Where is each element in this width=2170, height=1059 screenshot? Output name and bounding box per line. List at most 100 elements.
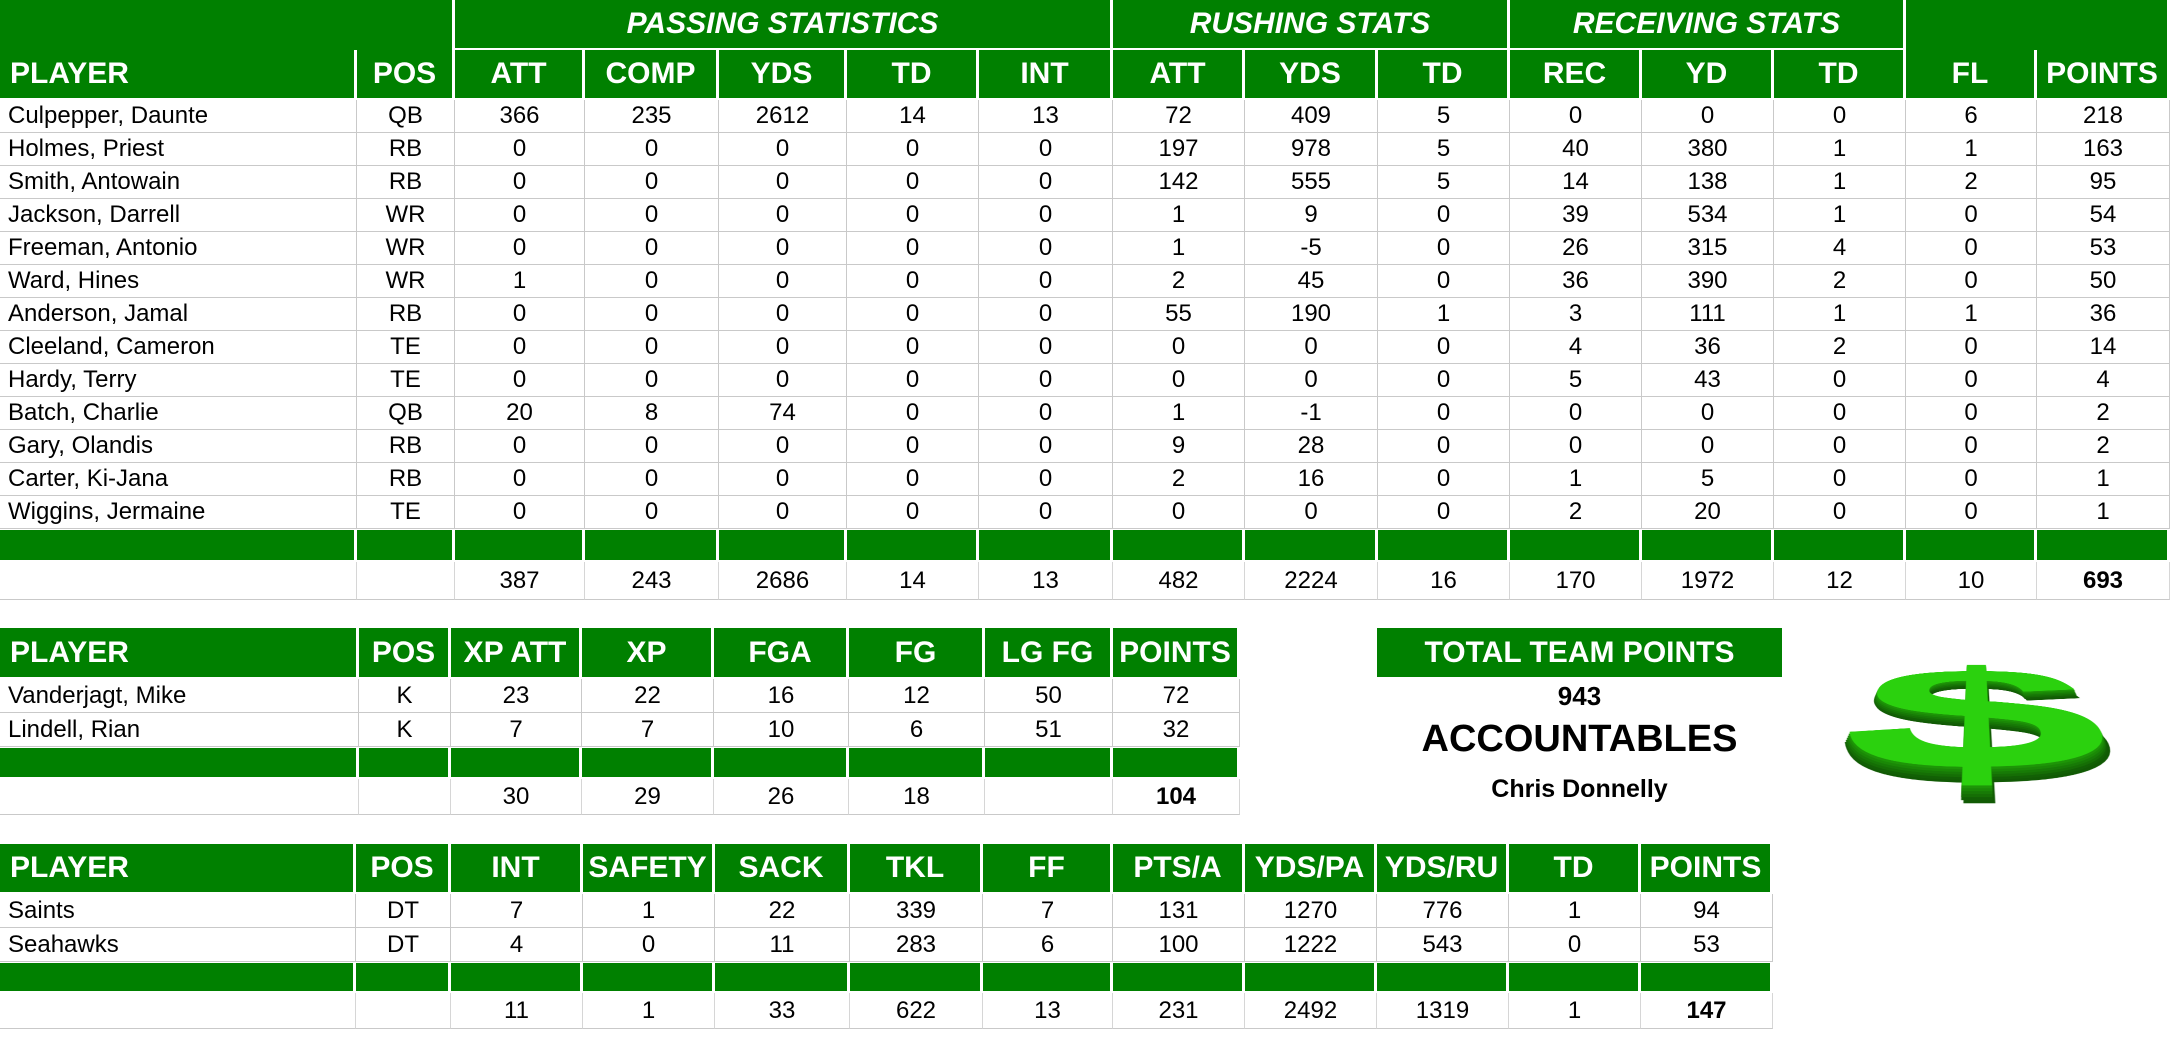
stat-cell: 2 xyxy=(1774,331,1906,364)
stat-cell: 0 xyxy=(847,133,979,166)
column-header: TKL xyxy=(850,844,980,892)
merged-header-cell xyxy=(1906,0,2167,48)
stat-cell: 0 xyxy=(1774,397,1906,430)
table-row: Culpepper, Daunte QB 366 235 2612 14 13 72 409 5 0… xyxy=(0,100,2170,133)
separator-band-cell xyxy=(1509,963,1638,991)
table-row: Wiggins, Jermaine TE 0 0 0 0 0 0 0 0 2 20 0 0 1 xyxy=(0,496,2170,529)
stat-cell: 0 xyxy=(1906,232,2037,265)
column-header: TD xyxy=(847,50,976,98)
stat-cell: 100 xyxy=(1113,928,1245,962)
stat-cell: 0 xyxy=(455,430,585,463)
stat-cell: 0 xyxy=(585,232,719,265)
stat-cell: 23 xyxy=(451,679,582,713)
totals-row: 11 1 33 622 13 231 2492 1319 1 147 xyxy=(0,993,1773,1029)
stat-cell: QB xyxy=(357,397,455,430)
separator-band-cell xyxy=(357,530,452,560)
stat-cell: 20 xyxy=(455,397,585,430)
stat-cell: 10 xyxy=(714,713,849,747)
stat-cell: 8 xyxy=(585,397,719,430)
column-header: FGA xyxy=(714,628,846,677)
stat-cell: 0 xyxy=(1378,397,1510,430)
total-cell xyxy=(359,779,451,815)
separator-band xyxy=(0,530,2170,560)
stat-cell: 53 xyxy=(1641,928,1773,962)
stat-cell: 22 xyxy=(582,679,714,713)
stat-cell: 74 xyxy=(719,397,847,430)
stat-cell: 0 xyxy=(1906,265,2037,298)
stat-cell: 0 xyxy=(1906,496,2037,529)
stat-cell: 380 xyxy=(1642,133,1774,166)
stat-cell: 0 xyxy=(1113,496,1245,529)
separator-band-cell xyxy=(719,530,844,560)
column-header: PTS/A xyxy=(1113,844,1242,892)
stat-cell: 0 xyxy=(847,298,979,331)
separator-band-cell xyxy=(451,748,579,777)
table-row: Lindell, Rian K 7 7 10 6 51 32 xyxy=(0,713,1240,747)
column-header: SAFETY xyxy=(583,844,712,892)
total-cell xyxy=(985,779,1113,815)
separator-band-cell xyxy=(583,963,712,991)
stat-cell: 0 xyxy=(1642,430,1774,463)
separator-band-cell xyxy=(1378,530,1507,560)
stat-cell: 0 xyxy=(455,331,585,364)
total-cell: 18 xyxy=(849,779,985,815)
total-cell xyxy=(0,993,356,1029)
stat-cell: 339 xyxy=(850,894,983,928)
player-name-cell: Batch, Charlie xyxy=(0,397,357,430)
stat-cell: 0 xyxy=(585,265,719,298)
stat-cell: 0 xyxy=(719,496,847,529)
separator-band-cell xyxy=(1377,963,1506,991)
stat-cell: 0 xyxy=(1378,331,1510,364)
separator-band-cell xyxy=(2037,530,2167,560)
separator-band-cell xyxy=(1245,963,1374,991)
stat-cell: 0 xyxy=(585,199,719,232)
stat-cell: 0 xyxy=(1378,232,1510,265)
stat-cell: 0 xyxy=(455,298,585,331)
stat-cell: 0 xyxy=(979,331,1113,364)
separator-band-cell xyxy=(582,748,711,777)
total-cell: 10 xyxy=(1906,562,2037,600)
stat-cell: 7 xyxy=(451,713,582,747)
stat-cell: 3 xyxy=(1510,298,1642,331)
total-cell: 12 xyxy=(1774,562,1906,600)
stat-cell: 555 xyxy=(1245,166,1378,199)
stat-cell: 978 xyxy=(1245,133,1378,166)
stat-cell: 94 xyxy=(1641,894,1773,928)
stat-cell: 2 xyxy=(1510,496,1642,529)
stat-cell: 0 xyxy=(455,463,585,496)
column-header: YDS/RU xyxy=(1377,844,1506,892)
separator-band-cell xyxy=(0,530,354,560)
total-cell: 387 xyxy=(455,562,585,600)
stat-cell: 1 xyxy=(1906,133,2037,166)
column-header: REC xyxy=(1510,50,1639,98)
stat-cell: 2 xyxy=(1906,166,2037,199)
table-row: Ward, Hines WR 1 0 0 0 0 2 45 0 36 390 2 0 50 xyxy=(0,265,2170,298)
table-body: Saints DT 7 1 22 339 7 131 1270 776 1 94 Seahawks DT 4… xyxy=(0,894,1773,962)
stat-cell: 0 xyxy=(1245,364,1378,397)
stat-cell: QB xyxy=(357,100,455,133)
column-header: POINTS xyxy=(1641,844,1770,892)
stat-cell: 1 xyxy=(2037,496,2170,529)
stat-cell: 16 xyxy=(714,679,849,713)
stat-cell: 36 xyxy=(1642,331,1774,364)
stat-cell: 0 xyxy=(847,331,979,364)
stat-cell: 0 xyxy=(1378,364,1510,397)
total-cell xyxy=(0,562,357,600)
stat-cell: 0 xyxy=(1378,199,1510,232)
stat-cell: 5 xyxy=(1642,463,1774,496)
separator-band-cell xyxy=(0,963,353,991)
table-row: Anderson, Jamal RB 0 0 0 0 0 55 190 1 3 111 1 1 36 xyxy=(0,298,2170,331)
player-name-cell: Hardy, Terry xyxy=(0,364,357,397)
column-header: POINTS xyxy=(2037,50,2167,98)
stat-cell: 0 xyxy=(585,133,719,166)
stat-cell: 197 xyxy=(1113,133,1245,166)
stat-cell: 2 xyxy=(1113,463,1245,496)
stat-cell: 0 xyxy=(1906,364,2037,397)
stat-cell: 0 xyxy=(1774,364,1906,397)
stat-cell: 32 xyxy=(1113,713,1240,747)
stat-cell: K xyxy=(359,713,451,747)
stat-cell: 218 xyxy=(2037,100,2170,133)
player-name-cell: Gary, Olandis xyxy=(0,430,357,463)
column-header-row: PLAYER POS ATT COMP YDS TD INT ATT YDS TD REC YD TD F… xyxy=(0,50,2170,98)
total-cell: 13 xyxy=(983,993,1113,1029)
